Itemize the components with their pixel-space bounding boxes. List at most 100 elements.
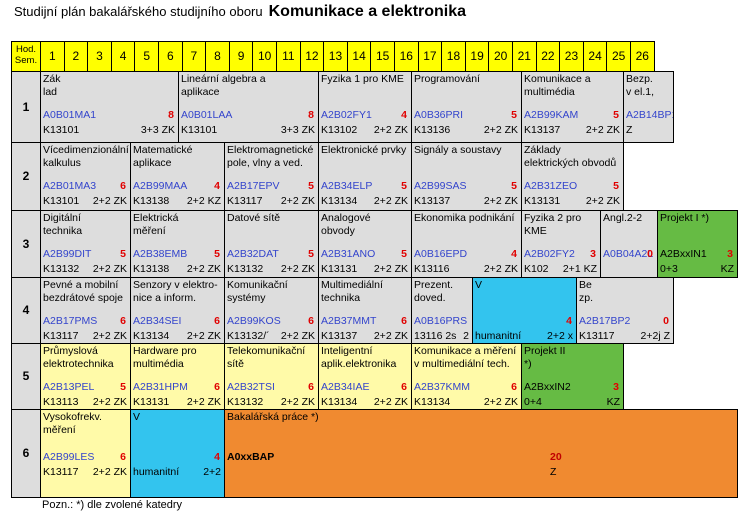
header-hour-21: 21 [512,41,537,72]
course-bezpecnost-2: Be zp. A2B17BP2 0 K13117 2+2j Z [576,277,674,344]
header-hour-14: 14 [346,41,372,72]
course-department: K13132 [227,396,264,408]
header-hour-7: 7 [181,41,207,72]
course-credits: 5 [308,180,314,192]
course-department: K13102 [321,124,358,136]
header-hour-13: 13 [323,41,348,72]
course-department: Z [626,124,633,136]
header-hour-10: 10 [252,41,277,72]
course-multimedialni-technika: Multimediální technika A2B37MMT 6 K13137 2+2… [318,277,412,344]
course-telekomunikacni-site: Telekomunikační sítě A2B32TSI 6 K13132 2+2 Z… [224,343,319,410]
title-main: Komunikace a elektronika [268,3,467,20]
course-hours-exam: 3+3 ZK [140,124,175,136]
page-title: Studijní plán bakalářského studijního ob… [14,3,466,25]
course-inteligentni-elektronika: Inteligentní aplik.elektronika A2B34IAE 6 K… [318,343,412,410]
course-code: A0B01LAA [181,109,233,121]
course-code: A2B99KAM [524,109,579,121]
course-name: Hardware pro multimédia [133,345,197,370]
course-name: Bakalářská práce *) [227,411,319,423]
course-hours-exam: 2+2 [203,466,221,478]
course-code: A0B04A2L [603,248,654,260]
course-name: Elektronické prvky [321,144,407,156]
header-hour-5: 5 [134,41,159,72]
header-hour-8: 8 [205,41,230,72]
course-name: Analogové obvody [321,212,371,237]
header-hour-16: 16 [394,41,419,72]
course-department: K13134 [133,330,170,342]
course-code: A2B34SEI [133,315,182,327]
course-name: Inteligentní aplik.elektronika [321,345,397,370]
course-name: Signály a soustavy [414,144,502,156]
course-hours-exam: 2+2 KZ [186,195,221,207]
course-name: Telekomunikační sítě [227,345,306,370]
course-code: A2B99MAA [133,180,188,192]
header-hour-25: 25 [606,41,631,72]
course-code: A2B31ZEO [524,180,578,192]
header-hour-2: 2 [63,41,89,72]
course-hours-exam: 2+2 ZK [373,396,408,408]
course-credits: 4 [214,451,220,463]
course-code: A2B02FY1 [321,109,372,121]
course-department: K13113 [43,396,79,408]
course-department: K13137 [414,195,451,207]
course-name: Projekt II *) [524,345,566,370]
course-programovani: Programování A0B36PRI 5 K13136 2+2 ZK [411,71,522,143]
course-elektromagneticke-pole: Elektromagnetické pole, vlny a ved. A2B17… [224,142,319,211]
course-credits: 6 [308,381,314,393]
course-name: Lineární algebra a aplikace [181,73,266,98]
course-credits: 5 [511,180,517,192]
course-hours-exam: 2+2j Z [640,330,670,342]
course-hours-exam: 2+2 ZK [92,263,127,275]
course-hours-exam: 2+2 ZK [92,195,127,207]
course-code: A0xxBAP [227,451,275,463]
semester-5-label: 5 [11,343,41,410]
course-credits: 6 [401,315,407,327]
course-department: K13132/´ [227,330,270,342]
course-department: K13117 [227,195,263,207]
course-zaklady-obvodu: Základy elektrických obvodů A2B31ZEO 5 K131… [521,142,624,211]
course-credits: 4 [214,180,220,192]
header-semester-label: Hod. Sem. [11,41,41,72]
course-code: A2B17PMS [43,315,98,327]
header-hour-11: 11 [276,41,301,72]
study-plan-table: Hod. Sem. 1 2 3 4 5 6 7 8 9 10 11 12 13 14 15 16 17 18 19 20… [11,41,738,498]
course-vicedimenzionalni-kalkulus: Vícedimenzionální kalkulus A2B01MA3 6 K1310… [40,142,131,211]
course-credits: 5 [401,248,407,260]
course-hours-exam: KZ [720,263,734,275]
course-hours-exam: 2+2 ZK [280,195,315,207]
course-code: A2BxxIN1 [660,248,707,260]
course-department: K13131 [524,195,561,207]
semester-6-label: 6 [11,409,41,498]
course-hours-exam: 2+2 ZK [373,124,408,136]
course-humanitni-volitelny-4: V 4 humanitní 2+2 x [472,277,577,344]
course-bezpecnost-1: Bezp. v el.1, A2B14BP1 Z [623,71,674,143]
semester-3-label: 3 [11,210,41,278]
course-code: A2B01MA3 [43,180,97,192]
course-name: V [475,279,483,291]
course-credits: 5 [120,248,126,260]
course-department: K13138 [133,195,170,207]
header-hour-20: 20 [488,41,513,72]
course-code: A2B38EMB [133,248,188,260]
course-department: K13101 [181,124,218,136]
course-komunikacni-systemy: Komunikační systémy A2B99KOS 6 K13132/´ 2+2 … [224,277,319,344]
header-hour-4: 4 [110,41,136,72]
course-hours-exam: 2+2 ZK [280,330,315,342]
course-anglictina: Angl.2-2 A0B04A2L 0 [600,210,658,278]
course-hardware-multimedia: Hardware pro multimédia A2B31HPM 6 K13131 2+… [130,343,225,410]
header-hour-3: 3 [87,41,112,72]
semester-2-label: 2 [11,142,41,211]
course-credits: 8 [308,109,314,121]
course-fyzika-1: Fyzika 1 pro KME A2B02FY1 4 K13102 2+2 ZK [318,71,412,143]
course-name: Vícedimenzionální kalkulus [43,144,129,169]
course-credits: 5 [401,180,407,192]
course-elektronicke-prvky: Elektronické prvky A2B34ELP 5 K13134 2+2 ZK [318,142,412,211]
course-name: Fyzika 2 pro KME [524,212,582,237]
course-credits: 6 [214,315,220,327]
header-hour-23: 23 [559,41,584,72]
course-code: A2B17BP2 [579,315,631,327]
course-department: K13132 [43,263,80,275]
course-komunikace-mereni: Komunikace a měření v multimediální tech… [411,343,522,410]
course-credits: 20 [550,451,562,463]
course-name: Komunikace a multimédia [524,73,591,98]
